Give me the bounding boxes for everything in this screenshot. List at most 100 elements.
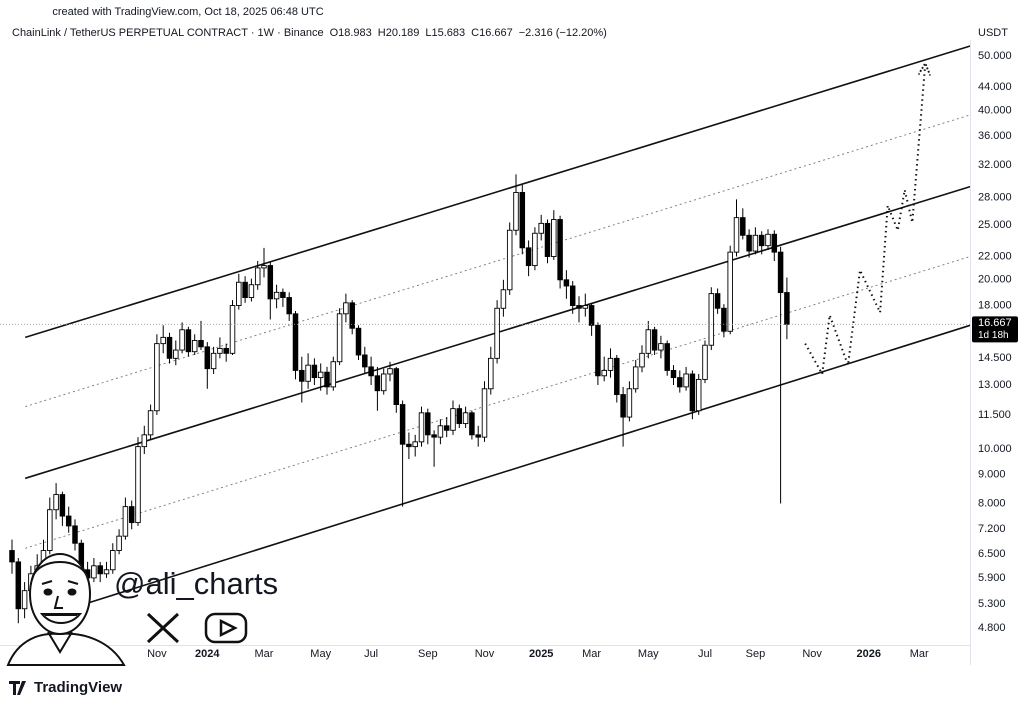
x-tick-label: 2024 — [195, 648, 220, 660]
x-tick-label: May — [310, 648, 331, 660]
candle-body — [563, 279, 570, 287]
ohlc-close: C16.667 — [471, 27, 513, 39]
candle-body — [128, 506, 135, 524]
candle-body — [513, 192, 519, 231]
candle-body — [525, 247, 532, 267]
avatar-smile — [39, 613, 83, 624]
credit: created with TradingView.com, Oct 18, 20… — [52, 6, 323, 18]
handle: @ali_charts — [114, 566, 278, 601]
x-tick-label: Mar — [910, 648, 929, 660]
candle-body — [355, 327, 362, 356]
candle-body — [733, 217, 740, 253]
candle-body — [387, 368, 393, 375]
candle-body — [210, 352, 217, 370]
symbol-legend: ChainLink / TetherUS PERPETUAL CONTRACT … — [12, 27, 607, 39]
candle-body — [248, 284, 255, 298]
candle-body — [714, 293, 721, 309]
candle-body — [651, 329, 658, 351]
candle-body — [551, 219, 557, 257]
candle-body — [141, 434, 148, 448]
brand-mark — [9, 681, 26, 695]
candle-body — [544, 222, 551, 257]
candle-body — [582, 305, 589, 309]
candle-body — [204, 346, 211, 370]
x-tick-label: 2026 — [857, 648, 881, 660]
candle-body — [758, 234, 765, 247]
avatar-brows — [41, 580, 79, 585]
y-tick-label: 25.000 — [978, 219, 1012, 231]
y-tick-label: 28.000 — [978, 192, 1012, 204]
candle-body — [746, 234, 752, 252]
y-tick-label: 5.300 — [978, 598, 1006, 610]
candle-body — [450, 408, 456, 431]
ohlc-high: H20.189 — [378, 27, 420, 39]
candle-body — [418, 412, 425, 443]
candle-body — [437, 425, 444, 438]
y-tick-label: 10.000 — [978, 443, 1012, 455]
candle-body — [147, 410, 154, 436]
candle-body — [254, 267, 261, 286]
avatar-nose — [53, 595, 63, 609]
candle-body — [236, 281, 242, 306]
candle-body — [116, 535, 122, 551]
drawing-solid — [79, 324, 970, 607]
countdown: 1d 18h — [978, 330, 1009, 341]
y-tick-label: 18.000 — [978, 299, 1012, 311]
brand-logo — [9, 681, 26, 695]
candle-body — [122, 506, 129, 537]
candle-body — [740, 217, 746, 236]
candle-body — [53, 494, 59, 511]
candle-body — [223, 347, 229, 354]
candle-body — [683, 373, 689, 388]
candle-body — [557, 219, 563, 281]
candle-body — [15, 561, 22, 610]
youtube-frame — [204, 612, 248, 644]
candle-body — [343, 302, 349, 315]
candle-body — [595, 324, 601, 377]
x-tick-label: Mar — [255, 648, 274, 660]
x-tick-label: Mar — [582, 648, 601, 660]
candle-body — [330, 361, 337, 388]
x-icon — [146, 612, 180, 644]
candle-body — [135, 446, 141, 524]
y-tick-label: 40.000 — [978, 104, 1012, 116]
candle-body — [519, 192, 526, 249]
candle-body — [336, 313, 343, 363]
brand: TradingView — [34, 679, 122, 696]
candle-body — [393, 368, 400, 405]
candle-body — [65, 515, 72, 527]
candle-body — [721, 307, 727, 332]
candle-body — [784, 292, 790, 325]
candle-body — [702, 344, 708, 380]
candle-body — [431, 434, 437, 438]
candle-body — [506, 229, 513, 291]
candle-body — [576, 305, 582, 309]
candle-body — [664, 343, 670, 371]
candle-body — [110, 550, 116, 571]
candle-body — [317, 371, 324, 379]
candle-body — [727, 251, 733, 332]
candle-body — [425, 412, 431, 436]
y-tick-label: 36.000 — [978, 130, 1012, 142]
avatar-collar — [47, 631, 73, 654]
x-tick-label: Jul — [698, 648, 712, 660]
x-tick-label: Sep — [746, 648, 766, 660]
candle-body — [569, 285, 576, 306]
x-tick-label: Jul — [364, 648, 378, 660]
candle-body — [97, 565, 103, 575]
avatar-eye — [67, 588, 77, 596]
candle-body — [166, 336, 173, 359]
candle-body — [198, 340, 204, 348]
candle-body — [362, 354, 368, 368]
candle-body — [380, 373, 387, 392]
y-tick-label: 14.500 — [978, 352, 1012, 364]
y-tick-label: 4.800 — [978, 622, 1006, 634]
y-tick-label: 7.200 — [978, 523, 1006, 535]
ohlc-change: −2.316 (−12.20%) — [519, 27, 607, 39]
candle-body — [469, 412, 475, 436]
x-tick-label: Nov — [475, 648, 495, 660]
candle-body — [103, 569, 110, 575]
candle-body — [777, 251, 784, 294]
candle-body — [261, 265, 267, 269]
